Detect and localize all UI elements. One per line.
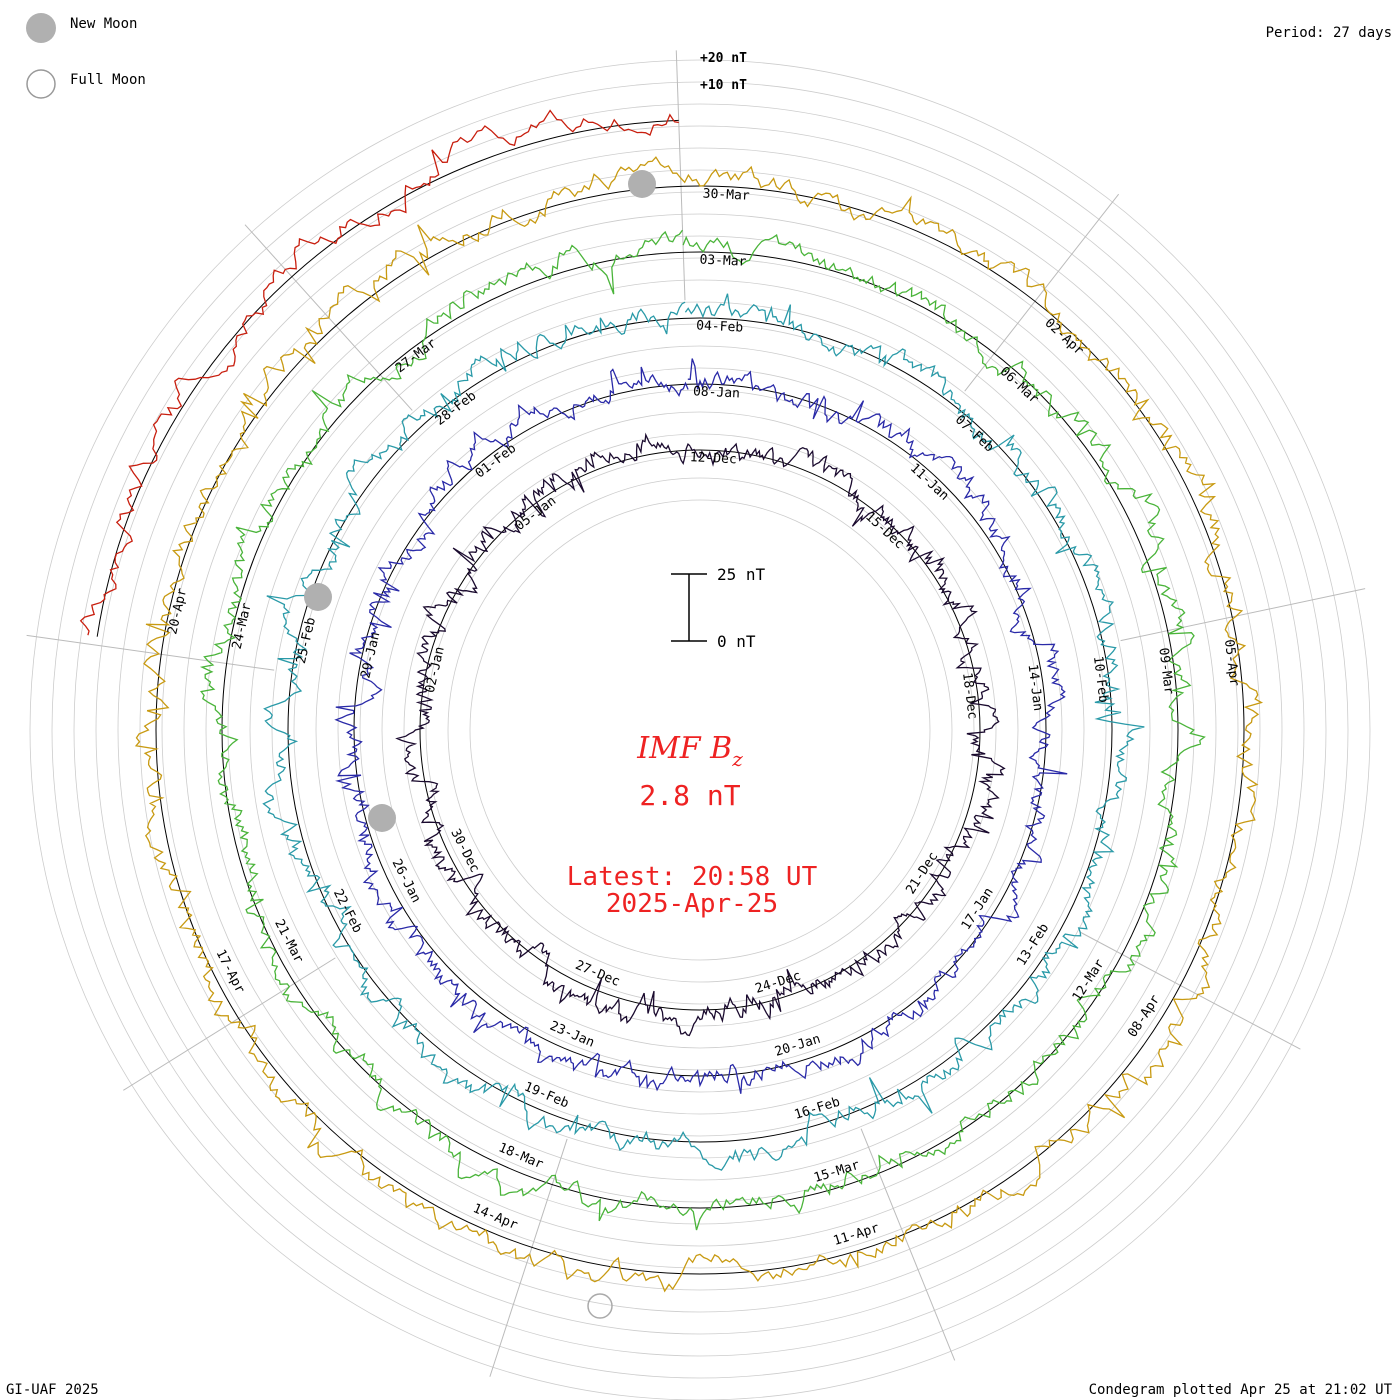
grid-spoke [489,1138,568,1377]
trace-cycle-5 [134,156,1264,1293]
grid-spoke [860,1128,956,1361]
chart-title-main: IMF B [636,731,732,766]
grid-ring [227,257,1173,1203]
grid-ring [447,477,953,983]
latest-time: Latest: 20:58 UT [567,862,818,892]
grid-ring [271,301,1129,1159]
date-label: 27-Mar [393,336,440,376]
grid-ring [337,367,1063,1093]
full-moon-legend-label: Full Moon [70,72,146,88]
new-moon-marker [304,583,332,611]
date-label: 28-Feb [433,388,480,428]
new-moon-legend-icon [26,13,56,43]
date-label: 12-Dec [689,450,737,467]
date-label: 06-Mar [997,364,1042,407]
date-label: 09-Mar [1155,647,1176,696]
trace-cycle-6 [79,109,679,636]
grid-spoke [26,634,275,671]
date-label: 23-Jan [547,1019,596,1051]
period-label: Period: 27 days [1266,25,1392,41]
grid-ring [249,279,1151,1181]
grid-ring [95,125,1305,1335]
grid-spoke [675,50,686,301]
grid-ring [73,103,1327,1357]
grid-ring [51,81,1349,1379]
chart-title: IMF Bz [636,731,743,771]
date-label: 14-Jan [1024,663,1045,711]
baseline-cycle-6 [96,119,679,637]
date-label: 10-Feb [1090,655,1111,704]
grid-spoke [123,957,336,1091]
trace-cycle-3 [262,293,1145,1171]
polar-grid [26,50,1371,1400]
new-moon-marker [368,804,396,832]
grid-ring [403,433,997,1027]
grid-ring [469,499,931,961]
date-label: 02-Apr [1042,316,1087,359]
plotted-label: Condegram plotted Apr 25 at 21:02 UT [1089,1382,1393,1398]
trace-cycle-4 [199,229,1206,1231]
baseline-cycle-1 [419,449,981,1011]
grid-spoke [964,193,1120,392]
grid-ring [381,411,1019,1049]
date-label: 05-Jan [513,494,559,534]
grid-ring [117,147,1283,1313]
baseline-cycle-3 [287,317,1113,1143]
date-label: 07-Feb [952,412,997,455]
grid-ring [161,191,1239,1269]
cycle-baselines [96,119,1245,1275]
grid-ring [183,213,1217,1247]
date-label: 18-Mar [496,1140,545,1172]
grid-spoke [1079,931,1301,1050]
date-label: 22-Feb [330,887,365,936]
full-moon-marker [587,1293,613,1319]
trace-cycle-2 [334,358,1068,1094]
date-label: 27-Dec [573,958,622,990]
current-value: 2.8 nT [639,779,740,812]
date-label: 05-Apr [1221,639,1242,688]
date-label: 11-Jan [907,461,952,504]
date-label: 19-Feb [522,1079,571,1111]
legend: New Moon Full Moon [26,13,146,99]
full-moon-legend-icon [26,69,56,99]
date-label: 17-Apr [213,947,248,996]
credit-label: GI-UAF 2025 [6,1382,99,1398]
grid-ring [293,323,1107,1137]
date-label: 26-Jan [389,857,424,906]
trace-cycle-1 [395,432,1006,1037]
new-moon-legend-label: New Moon [70,16,137,32]
latest-date: 2025-Apr-25 [606,889,778,919]
grid-spoke [1120,588,1366,642]
baseline-cycle-2 [353,383,1047,1077]
ring-label-plus10: +10 nT [700,78,747,93]
bz-traces [79,109,1264,1293]
grid-ring [359,389,1041,1071]
grid-ring [315,345,1085,1115]
baseline-cycle-4 [221,251,1179,1209]
chart-title-subscript: z [731,747,743,771]
date-label: 15-Dec [862,509,907,552]
date-label: 21-Mar [271,917,306,966]
scale-bar: 25 nT 0 nT [671,565,766,651]
date-label: 08-Jan [693,384,741,401]
date-label: 30-Mar [702,186,750,203]
scale-bar-bottom-label: 0 nT [717,632,756,651]
grid-ring [29,59,1371,1400]
date-label: 14-Apr [471,1201,520,1233]
grid-ring [139,169,1261,1291]
date-label: 04-Feb [696,318,744,335]
date-label: 18-Dec [959,672,980,720]
moon-markers [304,170,656,1319]
date-label: 01-Feb [473,441,520,481]
date-label: 03-Mar [699,252,747,269]
new-moon-marker [628,170,656,198]
ring-label-plus20: +20 nT [700,51,747,66]
scale-bar-top-label: 25 nT [717,565,766,584]
